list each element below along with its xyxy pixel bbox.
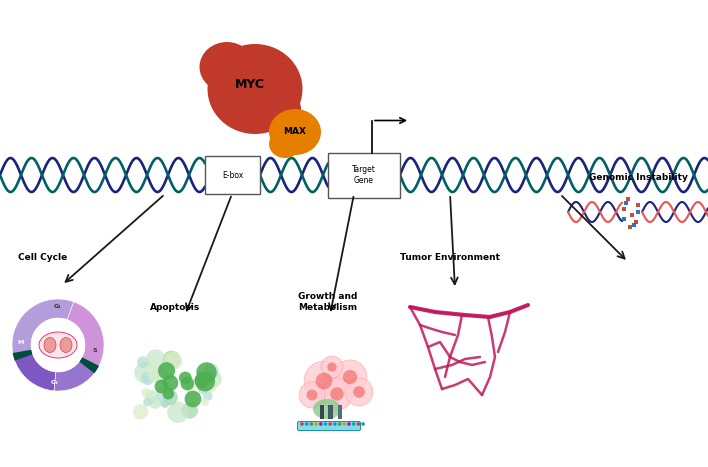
Circle shape [162, 375, 178, 391]
Circle shape [300, 422, 304, 426]
Circle shape [146, 349, 165, 368]
Circle shape [305, 422, 309, 426]
Circle shape [163, 388, 174, 400]
Circle shape [321, 378, 353, 410]
Circle shape [299, 382, 325, 408]
Circle shape [338, 422, 341, 426]
Text: Target
Gene: Target Gene [352, 165, 376, 185]
Ellipse shape [60, 338, 72, 353]
Circle shape [330, 387, 343, 401]
Circle shape [167, 402, 188, 423]
Wedge shape [13, 350, 33, 361]
Circle shape [319, 422, 323, 426]
Circle shape [203, 363, 219, 379]
Circle shape [329, 422, 332, 426]
Circle shape [181, 402, 198, 418]
Circle shape [201, 398, 209, 406]
Circle shape [198, 384, 209, 395]
Circle shape [31, 318, 85, 372]
Circle shape [309, 422, 313, 426]
Circle shape [314, 422, 318, 426]
FancyBboxPatch shape [205, 156, 260, 194]
Wedge shape [13, 352, 56, 391]
Circle shape [195, 373, 209, 388]
Circle shape [307, 389, 317, 401]
Wedge shape [54, 359, 98, 391]
Text: S: S [93, 347, 97, 353]
Text: E-box: E-box [222, 170, 243, 179]
Text: Genomic Instability: Genomic Instability [588, 173, 687, 182]
Text: G₁: G₁ [54, 304, 62, 310]
Circle shape [316, 373, 332, 389]
Ellipse shape [269, 130, 301, 158]
Circle shape [147, 364, 166, 382]
Ellipse shape [39, 332, 77, 358]
Circle shape [327, 362, 336, 372]
FancyBboxPatch shape [338, 405, 342, 419]
Circle shape [154, 380, 169, 394]
Circle shape [321, 356, 343, 378]
Circle shape [333, 360, 367, 394]
Text: MYC: MYC [235, 78, 265, 91]
Circle shape [207, 383, 216, 392]
Circle shape [137, 356, 149, 368]
Circle shape [361, 422, 365, 426]
Text: MAX: MAX [283, 127, 307, 136]
FancyBboxPatch shape [329, 405, 333, 419]
Circle shape [196, 362, 217, 382]
Circle shape [324, 422, 327, 426]
Circle shape [162, 351, 181, 369]
Ellipse shape [44, 338, 56, 353]
Ellipse shape [259, 90, 301, 128]
Circle shape [164, 352, 182, 370]
Circle shape [357, 422, 360, 426]
Circle shape [143, 398, 152, 406]
Circle shape [195, 371, 215, 391]
Circle shape [161, 400, 169, 408]
Ellipse shape [269, 109, 321, 155]
Circle shape [162, 389, 178, 405]
Circle shape [352, 422, 355, 426]
Circle shape [345, 378, 373, 406]
FancyBboxPatch shape [319, 405, 324, 419]
Circle shape [343, 370, 357, 384]
Circle shape [158, 362, 175, 379]
Circle shape [152, 367, 169, 383]
Ellipse shape [207, 44, 302, 134]
Text: Growth and
Metabolism: Growth and Metabolism [298, 292, 358, 312]
Circle shape [135, 362, 155, 383]
Circle shape [347, 422, 350, 426]
Wedge shape [67, 302, 104, 368]
Wedge shape [12, 299, 74, 357]
Circle shape [204, 370, 222, 388]
Ellipse shape [200, 42, 254, 92]
Circle shape [157, 386, 175, 404]
Circle shape [185, 383, 195, 393]
Text: G₂: G₂ [51, 381, 59, 385]
Circle shape [142, 388, 151, 398]
Wedge shape [79, 357, 99, 373]
Circle shape [333, 422, 337, 426]
Ellipse shape [313, 399, 341, 419]
Circle shape [145, 390, 159, 403]
FancyBboxPatch shape [297, 422, 360, 431]
Text: M: M [18, 340, 24, 345]
Circle shape [185, 391, 201, 407]
Circle shape [133, 404, 148, 419]
Circle shape [343, 422, 346, 426]
Circle shape [181, 377, 194, 390]
Text: Tumor Environment: Tumor Environment [400, 253, 500, 262]
Circle shape [179, 372, 192, 384]
Text: Apoptosis: Apoptosis [150, 303, 200, 312]
Circle shape [304, 361, 344, 401]
Circle shape [203, 391, 212, 401]
Text: Cell Cycle: Cell Cycle [18, 253, 67, 262]
Circle shape [353, 386, 365, 398]
FancyBboxPatch shape [328, 153, 400, 198]
Circle shape [149, 396, 161, 409]
Circle shape [141, 372, 154, 385]
